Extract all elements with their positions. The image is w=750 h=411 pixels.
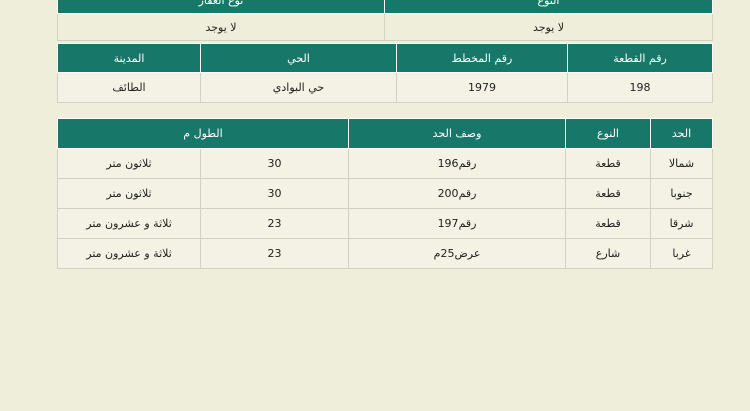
cell: ثلاثة و عشرون متر [56,238,202,269]
cell: لا يوجد [384,13,713,41]
header-cell: رقم القطعة [567,43,713,73]
cell: قطعة [565,148,652,179]
cell: جنوبا [650,178,714,209]
cell: رقم196 [348,148,567,179]
cell: شرقا [650,208,714,239]
header-cell: المدينة [57,43,201,73]
row: جنوبا قطعة رقم200 30 ثلاثون متر [56,178,714,209]
cell: شارع [565,238,652,269]
header-row: النوع نوع العقار [57,0,713,14]
header-cell: النوع [565,118,652,149]
cell: قطعة [565,208,652,239]
cell: لا يوجد [57,13,385,41]
cell: 198 [567,72,713,103]
cell: 23 [200,208,350,239]
cell: الطائف [57,72,201,103]
cell: ثلاثون متر [56,148,202,179]
cell: قطعة [565,178,652,209]
row: لا يوجد لا يوجد [57,13,713,41]
cell: رقم200 [348,178,567,209]
boundaries-table: الحد النوع وصف الحد الطول م شمالا قطعة رقم196 3… [56,118,714,269]
cell: 30 [200,178,350,209]
cell: عرض25م [348,238,567,269]
cell: حي البوادي [200,72,397,103]
header-cell: وصف الحد [348,118,567,149]
row: غربا شارع عرض25م 23 ثلاثة و عشرون متر [56,238,714,269]
header-cell: الطول م [56,118,350,149]
cell: 23 [200,238,350,269]
cell: رقم197 [348,208,567,239]
row: شرقا قطعة رقم197 23 ثلاثة و عشرون متر [56,208,714,239]
header-row: رقم القطعة رقم المخطط الحي المدينة [57,43,713,73]
row: شمالا قطعة رقم196 30 ثلاثون متر [56,148,714,179]
cell: 1979 [396,72,568,103]
header-cell: نوع العقار [57,0,385,14]
header-cell: الحد [650,118,714,149]
header-cell: النوع [384,0,713,14]
cell: شمالا [650,148,714,179]
cell: ثلاثون متر [56,178,202,209]
cell: 30 [200,148,350,179]
header-cell: الحي [200,43,397,73]
cell: ثلاثة و عشرون متر [56,208,202,239]
row: 198 1979 حي البوادي الطائف [57,72,713,103]
type-table: النوع نوع العقار لا يوجد لا يوجد [57,0,713,41]
header-row: الحد النوع وصف الحد الطول م [56,118,714,149]
parcel-table: رقم القطعة رقم المخطط الحي المدينة 198 1979 حي… [57,43,713,103]
cell: غربا [650,238,714,269]
header-cell: رقم المخطط [396,43,568,73]
